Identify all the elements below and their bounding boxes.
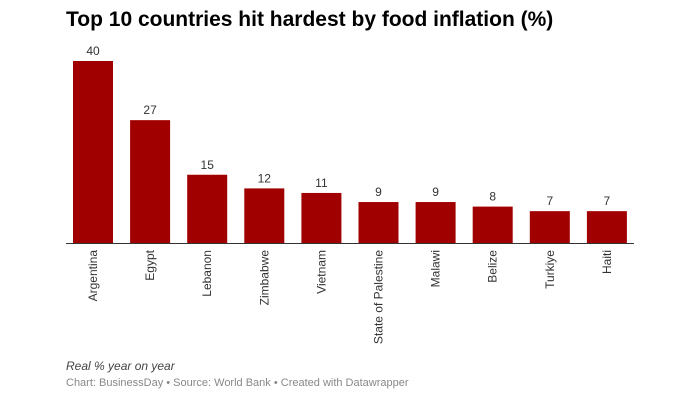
data-label: 7 [546,194,553,208]
category-label: Malawi [429,250,443,287]
bar [73,61,113,243]
bar [358,202,399,243]
data-label: 15 [201,158,215,172]
data-label: 9 [432,185,439,199]
category-label: Haiti [600,250,614,274]
chart-source: Chart: BusinessDay • Source: World Bank … [66,377,409,389]
bar [529,211,570,243]
data-label: 8 [489,190,496,204]
data-label: 40 [86,44,100,58]
category-label: Egypt [143,249,157,280]
category-label: Belize [486,250,500,283]
category-label: Zimbabwe [257,250,271,306]
data-label: 27 [143,103,157,117]
bar [415,202,456,243]
bar [472,206,513,243]
bar [130,120,171,243]
category-label: Vietnam [314,250,328,294]
bar [586,211,627,243]
category-label: State of Palestine [372,250,386,344]
category-label: Argentina [86,250,100,302]
bar [187,174,228,243]
category-label: Turkiye [543,250,557,289]
data-label: 12 [258,171,272,185]
bar [301,192,342,243]
data-label: 11 [315,176,328,190]
chart-notes: Real % year on year [66,359,175,373]
category-label: Lebanon [200,250,214,297]
bar-chart: 40 Argentina 27 Egypt 15 Lebanon 12 Zimbabwe 11 V… [66,44,634,344]
data-label: 7 [604,194,611,208]
chart-title: Top 10 countries hit hardest by food inf… [66,8,554,31]
data-label: 9 [375,185,382,199]
bar [244,188,285,243]
